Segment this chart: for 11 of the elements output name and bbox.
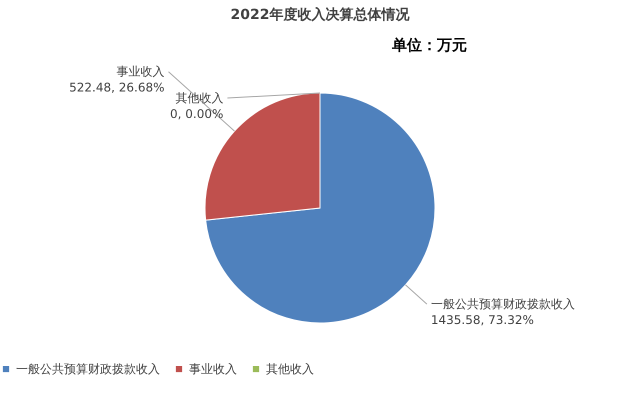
legend-label: 一般公共预算财政拨款收入 <box>16 362 160 376</box>
slice-label: 事业收入 <box>116 64 165 79</box>
slice-label: 一般公共预算财政拨款收入 <box>430 297 575 312</box>
data-label: 1435.58, 73.32% <box>430 313 534 328</box>
legend-label: 其他收入 <box>266 362 314 376</box>
chart-subtitle: 单位：万元 <box>391 36 467 54</box>
data-label: 522.48, 26.68% <box>69 80 165 95</box>
category-label: 其他收入 <box>175 91 224 106</box>
chart-title: 2022年度收入决算总体情况 <box>230 6 410 23</box>
text: 0, 0.00% <box>170 107 224 122</box>
legend-label: 事业收入 <box>189 362 237 376</box>
